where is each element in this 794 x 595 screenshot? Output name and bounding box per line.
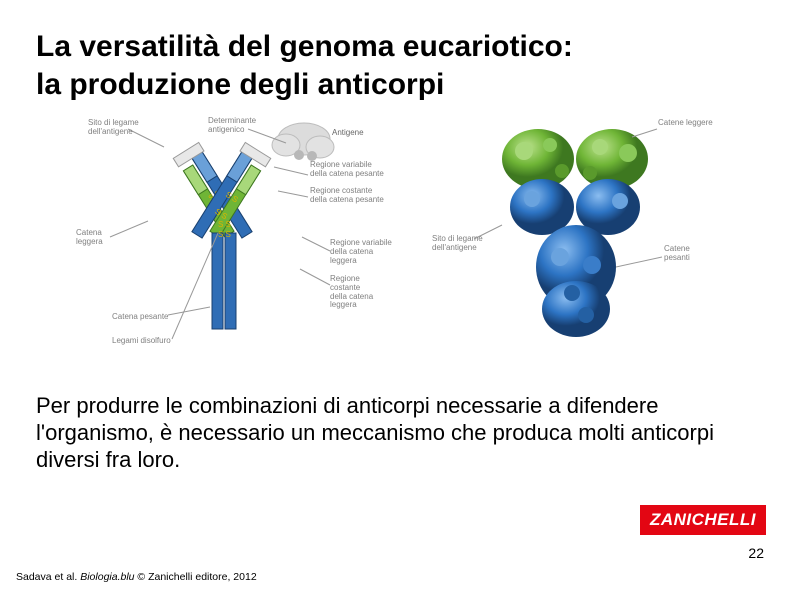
heavy-chain-stem — [536, 225, 616, 337]
light-chain-lobes — [502, 129, 648, 189]
citation-prefix: Sadava et al. — [16, 571, 80, 583]
label-binding-site: Sito di legamedell'antigene — [88, 119, 139, 137]
slide: La versatilità del genoma eucariotico: l… — [0, 0, 794, 595]
antigen-cloud — [272, 123, 334, 161]
page-number: 22 — [748, 545, 764, 561]
label-3d-heavy: Catenepesanti — [664, 245, 690, 263]
3d-svg — [432, 117, 722, 347]
label-determinante: Determinanteantigenico — [208, 117, 256, 135]
label-var-heavy: Regione variabiledella catena pesante — [310, 161, 384, 179]
label-light-chain: Catenaleggera — [76, 229, 103, 247]
label-3d-light: Catene leggere — [658, 119, 713, 128]
label-disulfide: Legami disolfuro — [112, 337, 171, 346]
antibody-schematic: S S S S S S S S — [72, 117, 402, 367]
title-line2: la produzione degli anticorpi — [36, 68, 444, 101]
svg-text:S S: S S — [218, 230, 231, 239]
label-const-heavy: Regione costantedella catena pesante — [310, 187, 384, 205]
label-antigen: Antigene — [332, 129, 364, 138]
label-heavy-chain: Catena pesante — [112, 313, 169, 322]
label-3d-binding: Sito di legamedell'antigene — [432, 235, 483, 253]
title-line1: La versatilità del genoma eucariotico: — [36, 30, 573, 63]
citation: Sadava et al. Biologia.blu © Zanichelli … — [16, 571, 257, 583]
stem: S S S S — [212, 220, 236, 329]
citation-suffix: © Zanichelli editore, 2012 — [135, 571, 257, 583]
antibody-3d: Catene leggere Sito di legamedell'antige… — [432, 117, 722, 347]
label-var-light: Regione variabiledella catenaleggera — [330, 239, 392, 265]
figure-row: S S S S S S S S — [36, 117, 758, 375]
label-const-light: Regionecostantedella catenaleggera — [330, 275, 373, 310]
publisher-badge: ZANICHELLI — [640, 505, 766, 535]
citation-italic: Biologia.blu — [80, 571, 134, 583]
slide-title: La versatilità del genoma eucariotico: l… — [36, 28, 758, 103]
body-paragraph: Per produrre le combinazioni di anticorp… — [36, 393, 758, 473]
svg-text:S S: S S — [218, 220, 231, 229]
